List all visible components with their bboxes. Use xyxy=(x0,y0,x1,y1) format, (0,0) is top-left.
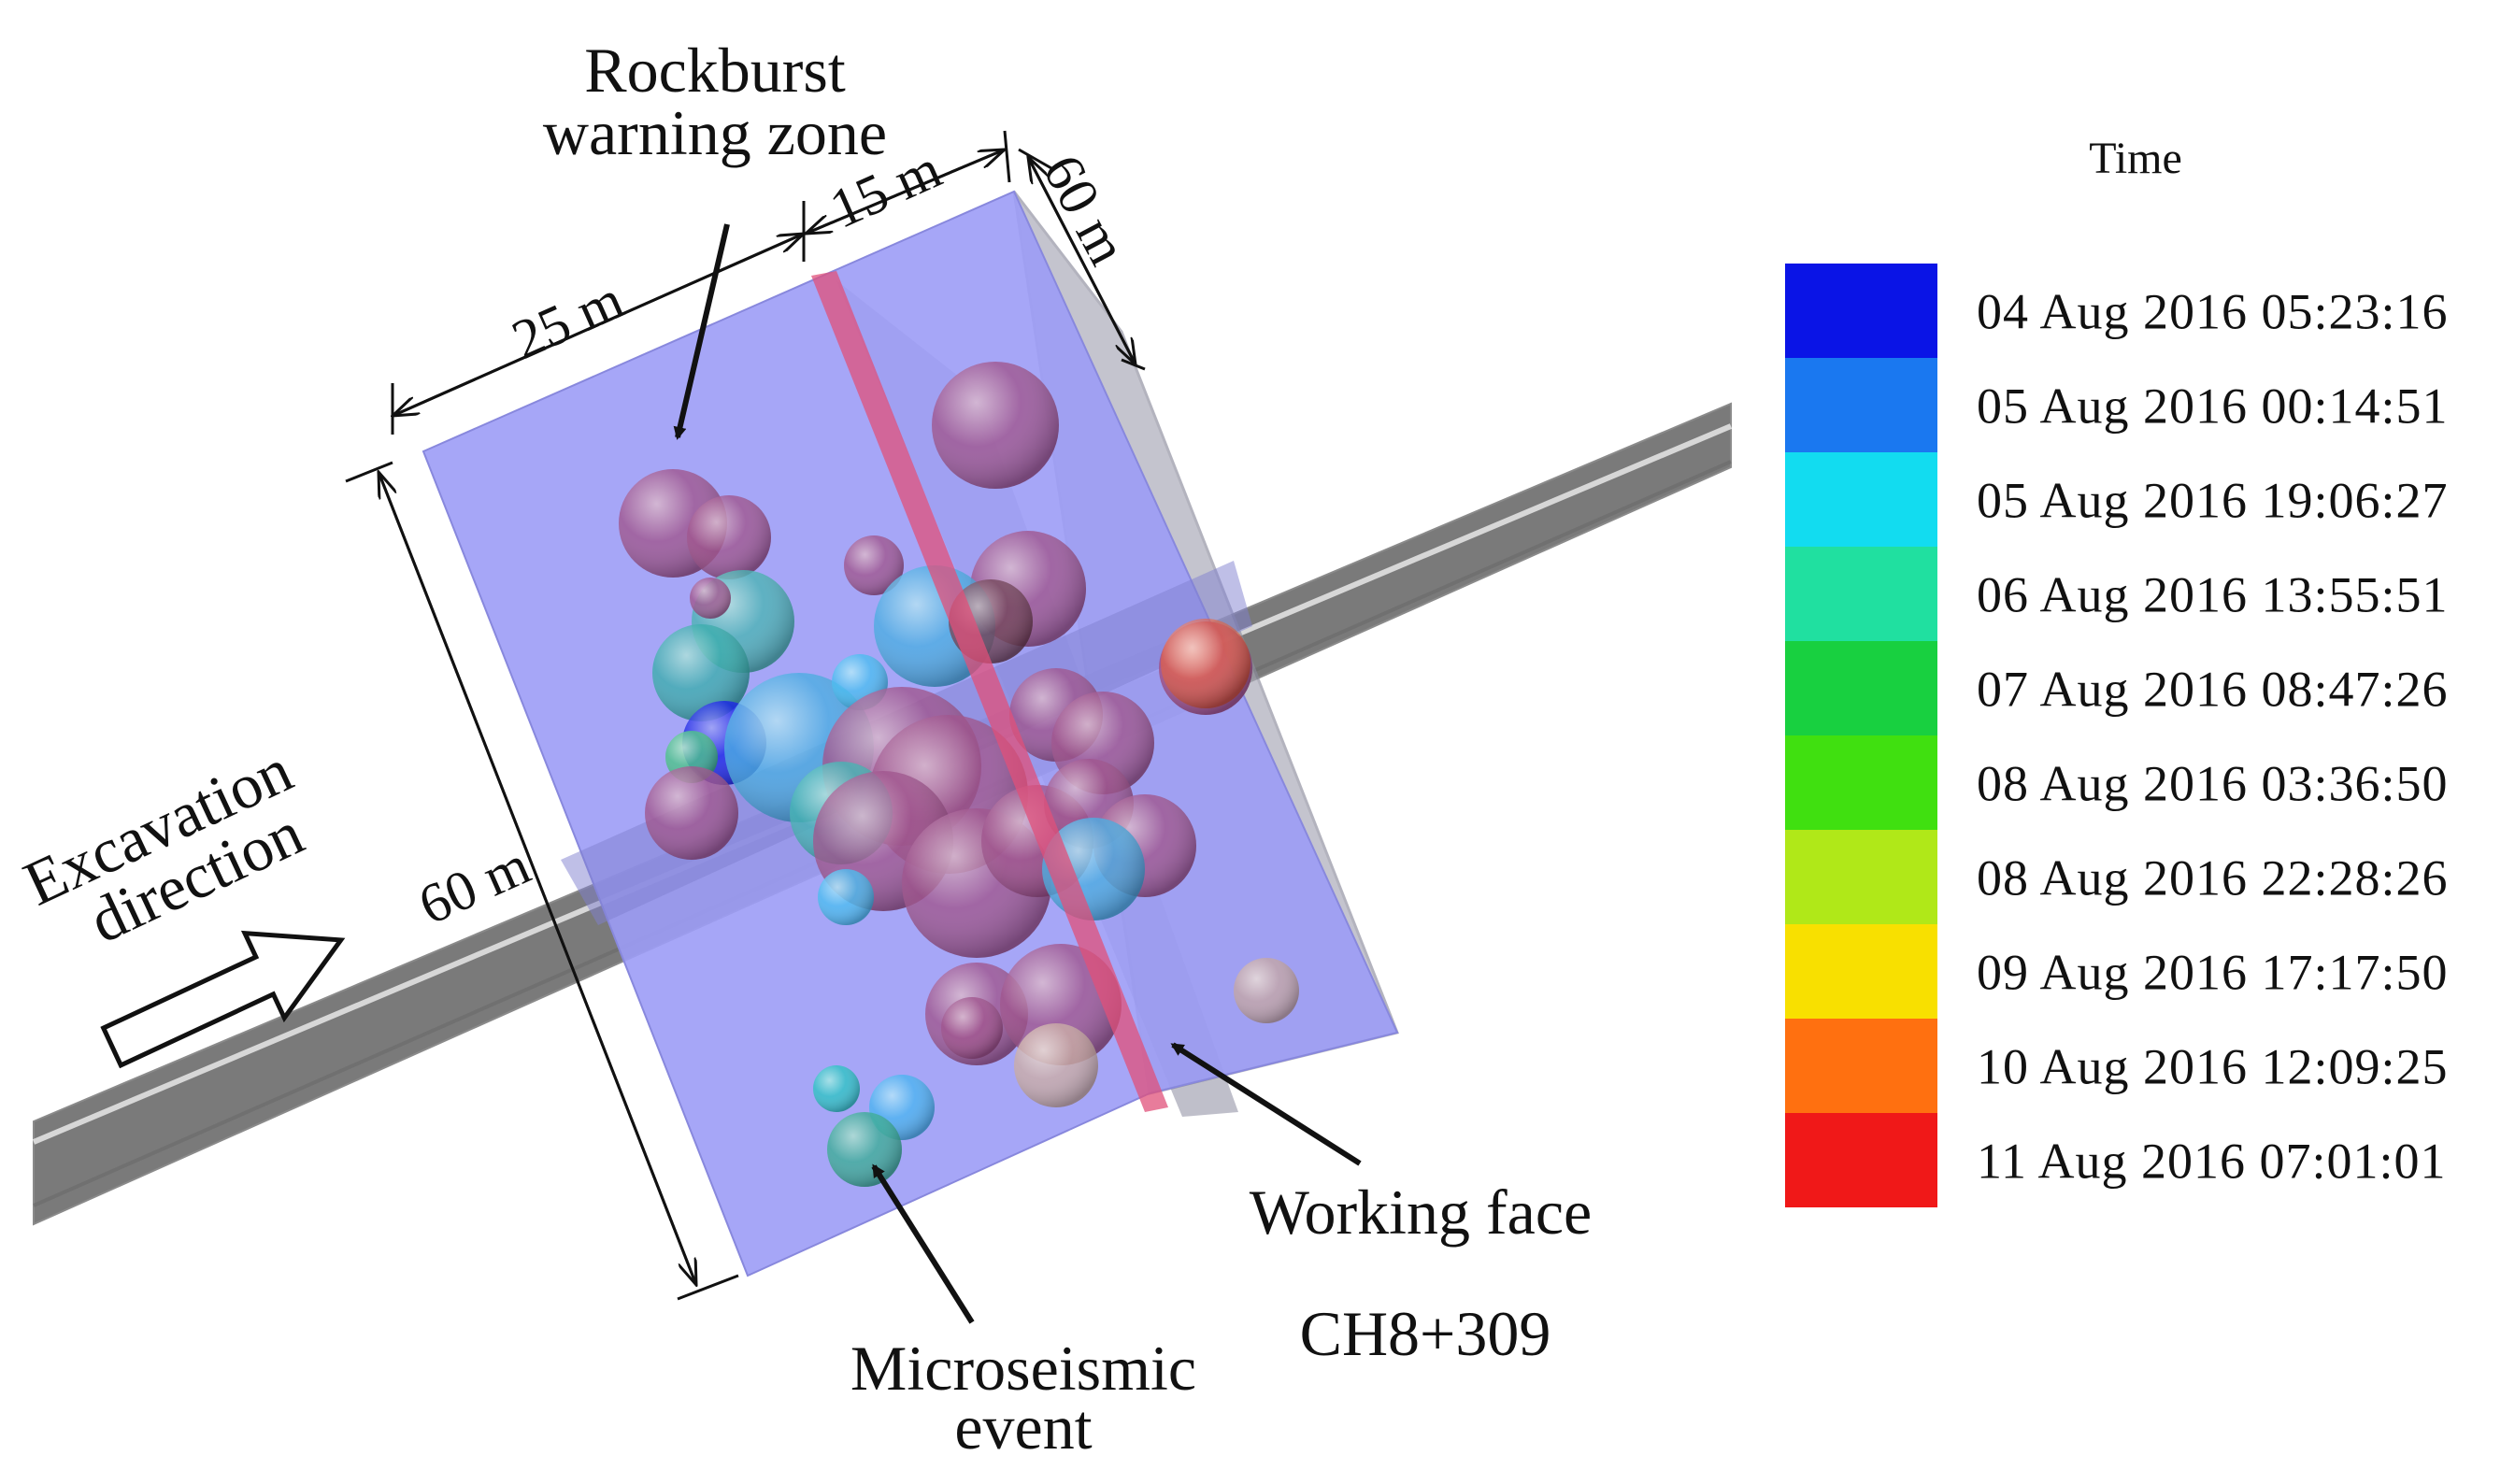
sphere-shading xyxy=(1014,1023,1098,1107)
working-face-label: Working face xyxy=(1250,1177,1592,1248)
legend-label: 06 Aug 2016 13:55:51 xyxy=(1977,567,2449,623)
dimension-lines xyxy=(345,130,1146,1301)
sphere-shading xyxy=(1161,619,1250,708)
sphere-shading xyxy=(844,535,904,595)
sphere-shading xyxy=(687,495,771,579)
legend-swatch xyxy=(1785,830,1937,924)
sphere-shading xyxy=(1234,958,1299,1023)
legend-swatch xyxy=(1785,641,1937,735)
microseismic-pointer-arrow xyxy=(871,1163,975,1324)
working-face-line xyxy=(811,271,1168,1112)
legend-label: 10 Aug 2016 12:09:25 xyxy=(1977,1039,2449,1095)
legend-label: 07 Aug 2016 08:47:26 xyxy=(1977,662,2449,718)
sphere-shading xyxy=(827,1112,902,1187)
rockburst-label-line1: Rockburst xyxy=(584,35,846,106)
legend-swatch xyxy=(1785,735,1937,830)
sphere-shading xyxy=(941,997,1003,1059)
rockburst-label-line2: warning zone xyxy=(543,97,887,168)
legend-title: Time xyxy=(2089,134,2182,183)
legend-label: 04 Aug 2016 05:23:16 xyxy=(1977,284,2449,340)
legend-label: 08 Aug 2016 22:28:26 xyxy=(1977,850,2449,906)
microseismic-label-line2: event xyxy=(954,1391,1092,1463)
sphere-shading xyxy=(645,766,738,860)
sphere-shading xyxy=(652,624,750,721)
sphere-shading xyxy=(690,578,731,619)
chainage-label: CH8+309 xyxy=(1300,1298,1551,1369)
legend-label: 05 Aug 2016 19:06:27 xyxy=(1977,473,2449,529)
legend-swatch xyxy=(1785,924,1937,1019)
legend-label: 11 Aug 2016 07:01:01 xyxy=(1977,1134,2447,1190)
sphere-shading xyxy=(932,362,1059,489)
dim-25m-label: 25 m xyxy=(503,268,632,371)
time-legend: Time 04 Aug 2016 05:23:16 05 Aug 2016 00:… xyxy=(1785,134,2449,1207)
excavation-direction-arrow xyxy=(100,930,346,1069)
legend-swatch xyxy=(1785,1113,1937,1207)
legend-swatch xyxy=(1785,452,1937,547)
legend-swatch xyxy=(1785,1019,1937,1113)
legend-items: 04 Aug 2016 05:23:16 05 Aug 2016 00:14:51… xyxy=(1785,264,2449,1207)
rockburst-pointer-arrow xyxy=(673,223,730,440)
sphere-shading xyxy=(813,1065,860,1112)
legend-swatch xyxy=(1785,264,1937,358)
sphere-shading xyxy=(818,869,874,925)
legend-swatch xyxy=(1785,547,1937,641)
microseismic-label-line1: Microseismic xyxy=(850,1333,1196,1404)
legend-label: 09 Aug 2016 17:17:50 xyxy=(1977,945,2449,1001)
legend-label: 05 Aug 2016 00:14:51 xyxy=(1977,378,2449,435)
legend-swatch xyxy=(1785,358,1937,452)
legend-label: 08 Aug 2016 03:36:50 xyxy=(1977,756,2449,812)
working-face-pointer-arrow xyxy=(1170,1042,1362,1166)
